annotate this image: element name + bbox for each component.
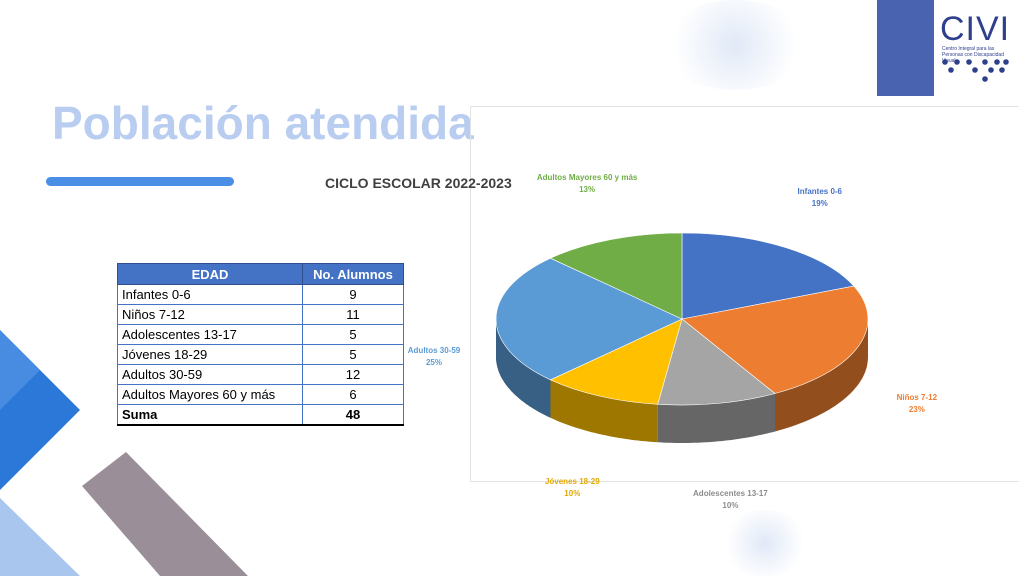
- pie-side-3: [550, 379, 658, 443]
- table-row: Jóvenes 18-29 5: [117, 344, 404, 365]
- pie-side-4: [496, 319, 551, 418]
- row-label: Adolescentes 13-17: [117, 324, 303, 345]
- pie-side-2: [657, 393, 775, 443]
- pie-slice-3: [549, 318, 683, 405]
- data-table: EDAD No. Alumnos Infantes 0-6 9 Niños 7-…: [117, 263, 404, 426]
- column-header-alumnos: No. Alumnos: [302, 263, 404, 285]
- braille-dots-icon: [942, 59, 1009, 82]
- table-row: Adolescentes 13-17 5: [117, 324, 404, 345]
- pie-slice-2: [657, 318, 776, 406]
- row-label: Adultos Mayores 60 y más: [117, 384, 303, 405]
- pie-side-1: [775, 319, 868, 432]
- row-label: Niños 7-12: [117, 304, 303, 325]
- table-header-row: EDAD No. Alumnos: [117, 263, 404, 285]
- pie-slice-0: [681, 232, 855, 320]
- pie-slice-1: [681, 285, 869, 394]
- decorative-glow-top: [660, 0, 810, 90]
- table-row: Infantes 0-6 9: [117, 284, 404, 305]
- row-value: 9: [302, 284, 404, 305]
- column-header-edad: EDAD: [117, 263, 303, 285]
- chart-title: CICLO ESCOLAR 2022-2023: [325, 175, 512, 191]
- table-row: Adultos 30-59 12: [117, 364, 404, 385]
- total-value: 48: [302, 404, 404, 426]
- page-title: Población atendida: [52, 97, 474, 149]
- row-value: 6: [302, 384, 404, 405]
- chart-frame: [470, 106, 1019, 482]
- pie-chart: [495, 232, 869, 443]
- title-underline: [46, 177, 234, 186]
- row-value: 11: [302, 304, 404, 325]
- logo-subtitle: Centro Integral para las Personas con Di…: [942, 46, 1004, 64]
- row-label: Jóvenes 18-29: [117, 344, 303, 365]
- table-total-row: Suma 48: [117, 404, 404, 426]
- logo-bar: [877, 0, 934, 96]
- table-row: Niños 7-12 11: [117, 304, 404, 325]
- row-value: 12: [302, 364, 404, 385]
- table-row: Adultos Mayores 60 y más 6: [117, 384, 404, 405]
- row-label: Adultos 30-59: [117, 364, 303, 385]
- row-label: Infantes 0-6: [117, 284, 303, 305]
- row-value: 5: [302, 324, 404, 345]
- logo-text: CIVI: [940, 10, 1011, 48]
- total-label: Suma: [117, 404, 303, 426]
- pie-slice-5: [549, 232, 683, 320]
- decorative-glow-bottom: [720, 510, 810, 576]
- row-value: 5: [302, 344, 404, 365]
- pie-slice-4: [495, 257, 683, 381]
